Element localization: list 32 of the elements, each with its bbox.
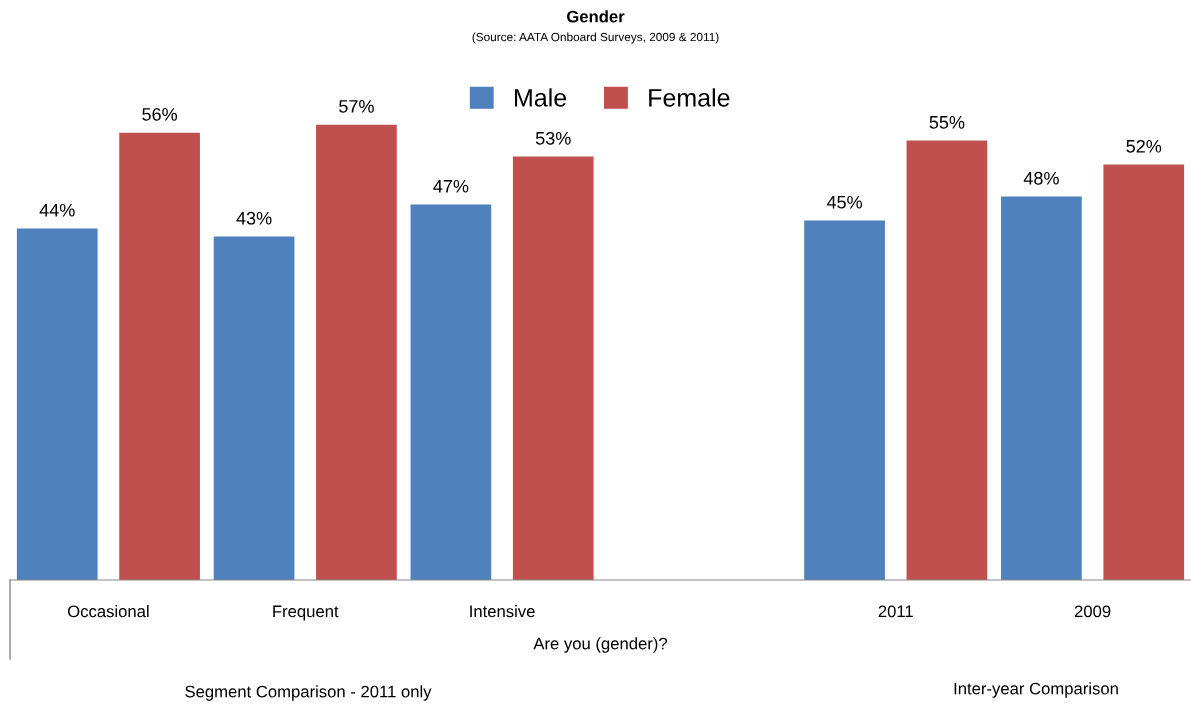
data-label: 55% [929, 116, 965, 129]
legend-label: Male [515, 88, 567, 107]
data-label: 44% [39, 203, 75, 217]
text: Inter-year Comparison [954, 682, 1118, 698]
data-label: 56% [142, 107, 178, 121]
bar [1103, 164, 1185, 580]
x-tick-label: Intensive [470, 605, 535, 618]
x-tick-label: Occasional [67, 605, 149, 618]
data-label: 48% [1023, 171, 1059, 185]
x-axis-title: Are you (gender)? [533, 637, 668, 653]
data-label: 57% [339, 100, 374, 113]
data-label: 43% [236, 211, 272, 225]
text: Segment Comparison - 2011 only [185, 685, 432, 701]
chart-title: Gender [567, 10, 625, 23]
bar [410, 204, 492, 580]
bar [16, 228, 98, 580]
bar [119, 132, 200, 580]
data-label: 45% [826, 195, 862, 209]
chart-subtitle: (Source: AATA Onboard Surveys, 2009 & 2011) [472, 32, 719, 44]
x-tick-label: 2011 [878, 605, 913, 618]
bar [213, 236, 295, 580]
bar [1001, 196, 1082, 580]
bar [316, 124, 397, 580]
data-label: 52% [1126, 139, 1162, 153]
data-label: 53% [535, 131, 571, 145]
bar [804, 220, 885, 580]
x-tick-label: 2009 [1074, 605, 1111, 618]
data-label: 47% [433, 179, 469, 193]
bar [906, 140, 988, 580]
legend-label: Female [649, 88, 730, 107]
x-tick-label: Frequent [273, 605, 339, 621]
bar [512, 156, 594, 580]
